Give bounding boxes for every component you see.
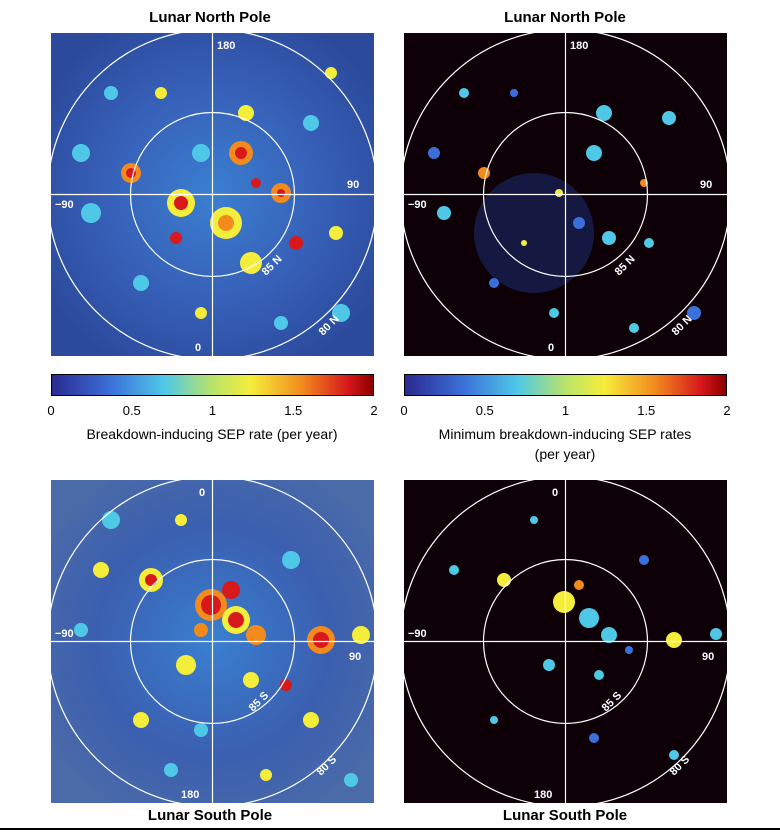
colorbar-left — [51, 374, 374, 396]
crater-blobs — [74, 511, 370, 787]
crater-blobs — [449, 516, 722, 760]
lon-label-top: 0 — [552, 487, 558, 499]
polar-grid — [404, 33, 727, 356]
panel-title-top-right: Lunar North Pole — [504, 9, 626, 26]
lon-label-bottom: 0 — [548, 342, 554, 354]
colorbar-left-ticks: 0 0.5 1 1.5 2 — [47, 403, 378, 421]
lon-label-top: 180 — [217, 40, 235, 52]
panel-title-bottom-left: Lunar South Pole — [147, 807, 273, 824]
lon-label-left: −90 — [408, 199, 427, 211]
lon-label-right: 90 — [700, 179, 712, 191]
lon-label-bottom: 0 — [195, 342, 201, 354]
colorbar-right-ticks: 0 0.5 1 1.5 2 — [400, 403, 731, 421]
map-south-pole-rate: 0 −90 90 180 85 S 80 S — [51, 480, 374, 803]
tick-label: 0 — [400, 403, 408, 418]
polar-grid — [51, 480, 374, 803]
tick-label: 1 — [561, 403, 570, 418]
tick-label: 2 — [370, 403, 378, 418]
map-north-pole-minimum: 180 −90 90 0 85 N 80 N — [404, 33, 727, 356]
lon-label-bottom: 180 — [534, 789, 552, 801]
map-north-pole-rate: 180 −90 90 0 85 N 80 N — [51, 33, 374, 356]
lon-label-left: −90 — [55, 628, 74, 640]
tick-label: 0.5 — [122, 403, 141, 418]
tick-label: 0.5 — [475, 403, 494, 418]
panel-title-bottom-right: Lunar South Pole — [502, 807, 628, 824]
lon-label-bottom: 180 — [181, 789, 199, 801]
crater-blobs — [72, 67, 350, 330]
colorbar-right — [404, 374, 727, 396]
lon-label-right: 90 — [349, 651, 361, 663]
tick-label: 1 — [208, 403, 217, 418]
panel-title-top-left: Lunar North Pole — [149, 9, 271, 26]
lon-label-right: 90 — [347, 179, 359, 191]
polar-grid — [51, 33, 374, 356]
lon-label-left: −90 — [408, 628, 427, 640]
divider — [0, 828, 780, 830]
lon-label-top: 0 — [199, 487, 205, 499]
tick-label: 2 — [723, 403, 731, 418]
tick-label: 0 — [47, 403, 55, 418]
tick-label: 1.5 — [637, 403, 656, 418]
map-south-pole-minimum: 0 −90 90 180 85 S 80 S — [404, 480, 727, 803]
crater-blobs — [428, 88, 701, 333]
colorbar-right-label: Minimum breakdown-inducing SEP rates (pe… — [438, 426, 692, 462]
polar-grid — [404, 480, 727, 803]
colorbar-left-label: Breakdown-inducing SEP rate (per year) — [86, 426, 338, 442]
lon-label-right: 90 — [702, 651, 714, 663]
lon-label-left: −90 — [55, 199, 74, 211]
lon-label-top: 180 — [570, 40, 588, 52]
tick-label: 1.5 — [284, 403, 303, 418]
